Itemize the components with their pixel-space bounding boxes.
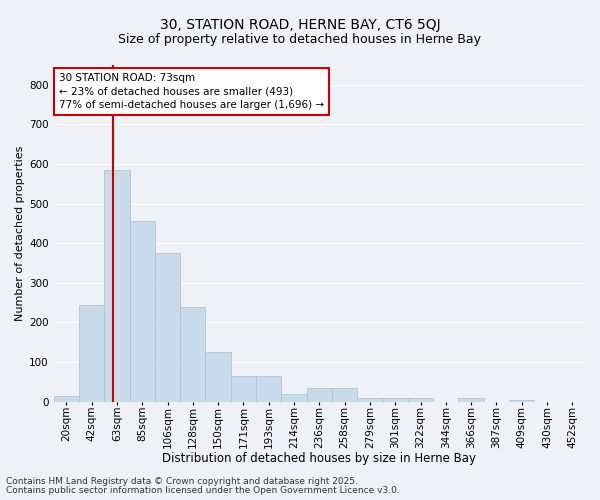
Bar xyxy=(256,376,281,402)
Bar xyxy=(53,396,79,402)
Text: Contains public sector information licensed under the Open Government Licence v3: Contains public sector information licen… xyxy=(6,486,400,495)
Bar xyxy=(205,352,231,402)
Text: 30 STATION ROAD: 73sqm
← 23% of detached houses are smaller (493)
77% of semi-de: 30 STATION ROAD: 73sqm ← 23% of detached… xyxy=(59,74,324,110)
Y-axis label: Number of detached properties: Number of detached properties xyxy=(15,146,25,321)
Bar xyxy=(104,170,130,402)
Text: 30, STATION ROAD, HERNE BAY, CT6 5QJ: 30, STATION ROAD, HERNE BAY, CT6 5QJ xyxy=(160,18,440,32)
Bar xyxy=(281,394,307,402)
Bar xyxy=(458,398,484,402)
Text: Contains HM Land Registry data © Crown copyright and database right 2025.: Contains HM Land Registry data © Crown c… xyxy=(6,477,358,486)
Bar xyxy=(383,398,408,402)
Bar xyxy=(79,304,104,402)
Bar xyxy=(332,388,357,402)
Bar xyxy=(130,222,155,402)
Bar xyxy=(231,376,256,402)
Bar xyxy=(155,253,180,402)
Bar xyxy=(509,400,535,402)
X-axis label: Distribution of detached houses by size in Herne Bay: Distribution of detached houses by size … xyxy=(163,452,476,465)
Bar xyxy=(180,306,205,402)
Bar xyxy=(307,388,332,402)
Text: Size of property relative to detached houses in Herne Bay: Size of property relative to detached ho… xyxy=(119,32,482,46)
Bar xyxy=(408,398,433,402)
Bar xyxy=(357,398,383,402)
